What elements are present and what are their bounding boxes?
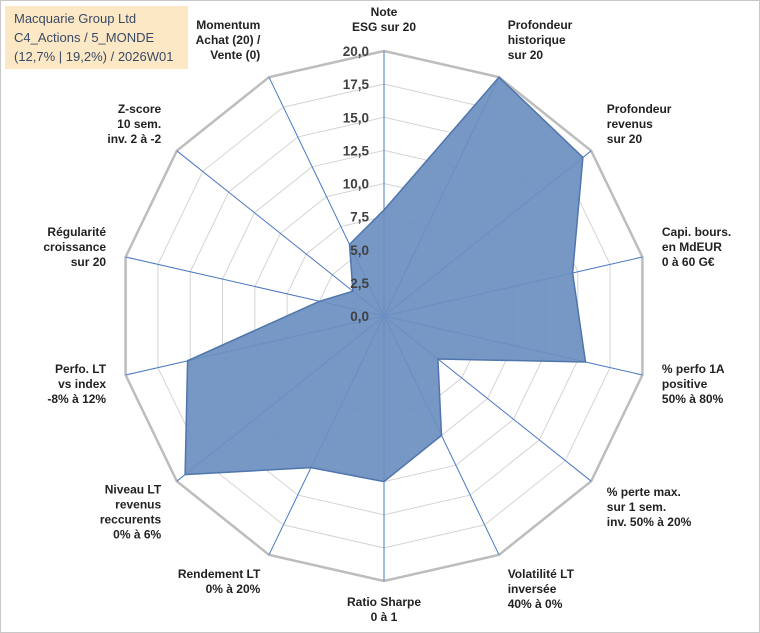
axis-label: Volatilité LT inversée 40% à 0%: [508, 567, 575, 611]
tick-label: 5,0: [350, 243, 369, 258]
axis-label: Ratio Sharpe 0 à 1: [347, 595, 421, 624]
title-stats: (12,7% | 19,2%) / 2026W01: [14, 49, 174, 64]
axis-label: Capi. bours. en MdEUR 0 à 60 G€: [662, 225, 731, 269]
tick-labels: 0,0 2,5 5,0 7,5 10,0 12,5 15,0 17,5 20,0: [343, 44, 370, 324]
data-series: [184, 76, 587, 483]
axis-label: Régularité croissance sur 20: [43, 225, 106, 269]
axis-label: Rendement LT 0% à 20%: [178, 567, 261, 596]
axis-label: Perfo. LT vs index -8% à 12%: [47, 362, 106, 406]
axis-label: Niveau LT revenus reccurents 0% à 6%: [100, 482, 162, 541]
title-box: Macquarie Group Ltd C4_Actions / 5_MONDE…: [5, 6, 188, 69]
title-company: Macquarie Group Ltd: [14, 11, 137, 26]
axis-label: % perfo 1A positive 50% à 80%: [662, 362, 725, 406]
axis-labels: Note ESG sur 20 Profondeur historique sur 20…: [43, 5, 731, 624]
title-category: C4_Actions / 5_MONDE: [14, 30, 155, 45]
axis-label: Note ESG sur 20: [352, 5, 416, 34]
axis-label: Profondeur revenus sur 20: [607, 102, 672, 146]
tick-label: 20,0: [343, 44, 369, 59]
tick-label: 0,0: [350, 309, 369, 324]
tick-label: 15,0: [343, 110, 369, 125]
tick-label: 17,5: [343, 77, 370, 92]
tick-label: 12,5: [343, 143, 370, 158]
axis-label: % perte max. sur 1 sem. inv. 50% à 20%: [607, 485, 692, 529]
tick-label: 2,5: [350, 276, 369, 291]
axis-label: Momentum Achat (20) / Vente (0): [196, 18, 261, 62]
tick-label: 10,0: [343, 177, 369, 192]
axis-label: Profondeur historique sur 20: [508, 18, 573, 62]
axis-label: Z-score 10 sem. inv. 2 à -2: [107, 102, 161, 146]
tick-label: 7,5: [350, 210, 369, 225]
axis-spoke: [176, 150, 385, 317]
